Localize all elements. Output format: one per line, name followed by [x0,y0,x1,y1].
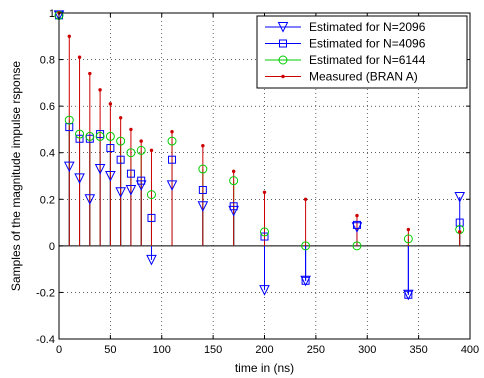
marker-estimated-for-n-2096 [105,171,116,182]
marker-measured-bran-a [129,127,133,132]
marker-estimated-for-n-4096 [137,176,146,185]
x-tick-label: 0 [56,344,62,356]
x-tick-label: 50 [104,344,116,356]
x-tick-label: 150 [204,344,222,356]
marker-estimated-for-n-6144 [352,241,362,251]
marker-estimated-for-n-2096 [166,180,178,191]
x-axis-label: time in (ns) [235,361,294,375]
y-tick-label: 1 [49,8,55,20]
axis-ticks: 0 50 100 150 200 250 300 350 400 -0.4 -0.2 0 0.2 0.4 0… [36,8,479,356]
marker-measured-bran-a [201,144,205,148]
marker-estimated-for-n-4096 [116,155,125,164]
y-axis-label: Samples of the magnitude impulse rsponse [9,61,23,291]
marker-estimated-for-n-6144 [403,234,413,244]
legend-marker-estimated-for-n-4096 [279,39,287,48]
marker-estimated-for-n-4096 [404,290,413,299]
marker-estimated-for-n-6144 [301,241,311,251]
marker-estimated-for-n-6144 [105,131,115,141]
marker-estimated-for-n-4096 [301,276,310,285]
marker-measured-bran-a [303,197,308,201]
x-tick-label: 350 [409,344,427,356]
marker-estimated-for-n-4096 [260,232,269,241]
legend-marker-measured-bran-a [281,74,285,79]
marker-estimated-for-n-4096 [168,155,177,164]
marker-estimated-for-n-6144 [64,115,74,125]
marker-estimated-for-n-6144 [95,131,105,141]
marker-measured-bran-a [98,88,102,92]
marker-estimated-for-n-4096 [126,169,135,178]
marker-measured-bran-a [231,169,236,174]
marker-estimated-for-n-6144 [198,164,208,174]
marker-measured-bran-a [139,139,143,143]
legend-marker-estimated-for-n-6144 [278,55,288,65]
marker-estimated-for-n-2096 [135,180,147,191]
marker-estimated-for-n-6144 [260,227,269,237]
marker-estimated-for-n-2096 [259,285,270,296]
marker-estimated-for-n-6144 [146,190,156,200]
legend-marker-estimated-for-n-2096 [277,22,289,33]
marker-measured-bran-a [355,213,359,218]
marker-estimated-for-n-2096 [63,161,75,173]
marker-estimated-for-n-2096 [115,187,126,198]
marker-estimated-for-n-6144 [136,145,146,155]
marker-estimated-for-n-6144 [229,176,239,186]
marker-measured-bran-a [67,34,71,38]
marker-estimated-for-n-2096 [84,194,96,205]
marker-estimated-for-n-4096 [65,123,74,132]
marker-measured-bran-a [149,148,154,153]
marker-estimated-for-n-4096 [75,134,84,143]
marker-estimated-for-n-2096 [94,164,106,175]
marker-measured-bran-a [118,116,123,120]
marker-estimated-for-n-2096 [300,275,311,287]
marker-estimated-for-n-2096 [403,289,414,301]
legend-label-estimated-for-n-4096: Estimated for N=4096 [309,37,426,51]
x-tick-label: 400 [461,344,479,356]
legend-label-estimated-for-n-2096: Estimated for N=2096 [309,20,426,34]
x-tick-label: 200 [255,344,273,356]
marker-estimated-for-n-4096 [229,202,238,211]
marker-estimated-for-n-6144 [85,131,95,141]
marker-estimated-for-n-6144 [116,136,126,146]
x-tick-label: 100 [153,344,171,356]
y-tick-label: 0.8 [40,55,55,67]
y-tick-label: -0.2 [36,287,55,299]
marker-estimated-for-n-4096 [455,218,464,227]
legend: Estimated for N=2096 Estimated for N=4096… [256,15,468,89]
marker-measured-bran-a [108,102,113,106]
y-tick-label: 0.2 [40,194,55,206]
marker-estimated-for-n-2096 [228,205,239,217]
legend-label-measured-bran-a: Measured (BRAN A) [309,70,418,84]
marker-measured-bran-a [88,71,92,76]
y-tick-label: 0.6 [40,101,55,113]
marker-estimated-for-n-2096 [125,184,137,196]
marker-estimated-for-n-2096 [351,222,363,233]
marker-estimated-for-n-2096 [454,191,466,203]
marker-estimated-for-n-2096 [146,254,157,266]
y-tick-label: 0.4 [40,148,55,160]
marker-estimated-for-n-4096 [106,144,115,153]
marker-estimated-for-n-4096 [352,220,361,229]
marker-estimated-for-n-4096 [147,213,156,222]
y-tick-label: 0 [49,241,55,253]
marker-measured-bran-a [406,227,411,232]
marker-estimated-for-n-2096 [197,201,209,212]
x-tick-label: 300 [358,344,376,356]
marker-estimated-for-n-6144 [75,129,85,139]
marker-estimated-for-n-6144 [167,136,177,146]
marker-measured-bran-a [262,190,267,195]
x-tick-label: 250 [307,344,325,356]
y-tick-label: -0.4 [36,334,55,346]
marker-estimated-for-n-4096 [198,185,207,194]
marker-estimated-for-n-6144 [126,148,136,158]
marker-measured-bran-a [170,130,174,134]
marker-measured-bran-a [458,230,462,234]
marker-measured-bran-a [77,55,82,59]
marker-estimated-for-n-2096 [74,173,85,184]
legend-label-estimated-for-n-6144: Estimated for N=6144 [309,53,426,67]
